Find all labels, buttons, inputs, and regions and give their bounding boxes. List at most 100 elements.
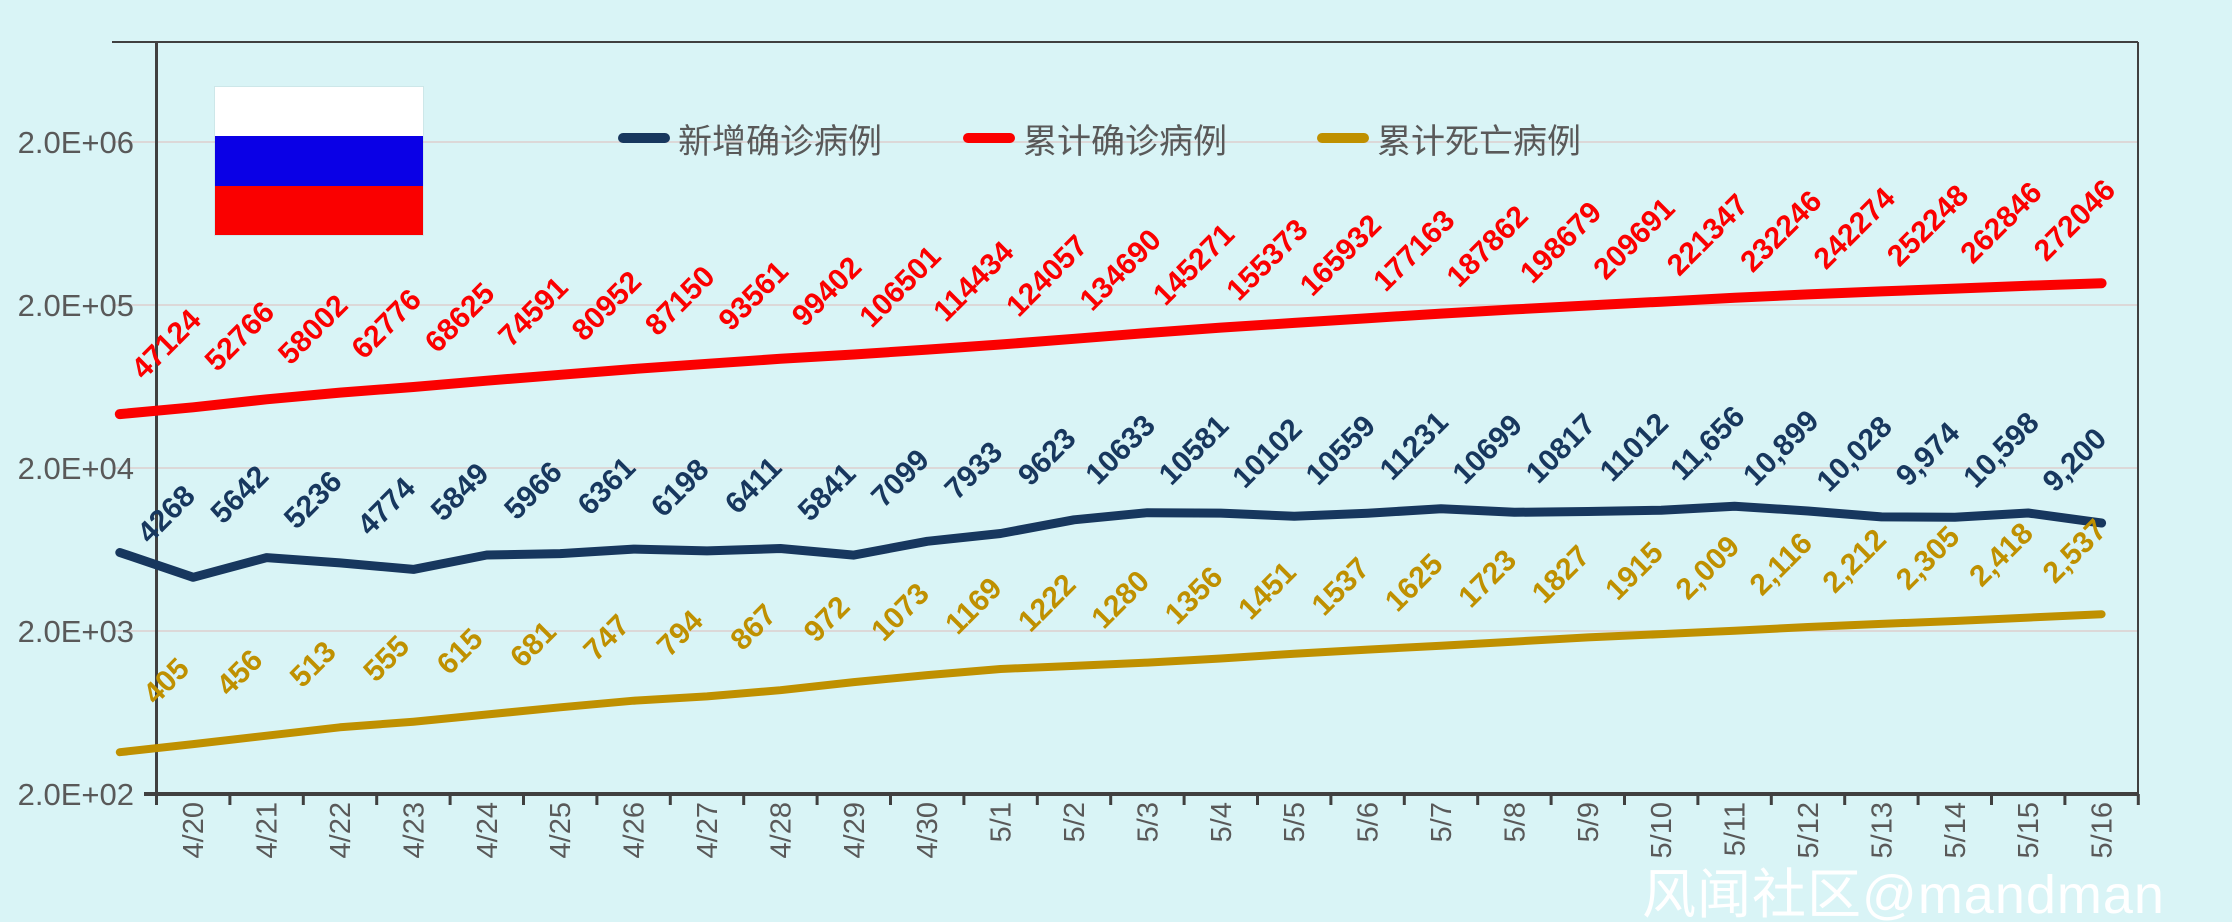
data-label-new-confirmed: 7933 <box>939 436 1010 507</box>
data-label-cumulative-deaths: 1915 <box>1599 536 1670 607</box>
data-label-new-confirmed: 9623 <box>1012 422 1083 493</box>
watermark-text: 风闻社区@mandman <box>1642 865 2165 922</box>
data-label-new-confirmed: 11231 <box>1374 406 1455 487</box>
data-label-new-confirmed: 9,974 <box>1890 416 1967 493</box>
x-axis-tick-label: 5/15 <box>2013 802 2045 858</box>
legend-line-swatch-new-confirmed <box>618 133 670 143</box>
data-label-new-confirmed: 5236 <box>278 465 349 536</box>
data-label-cumulative-confirmed: 165932 <box>1294 208 1388 302</box>
x-axis-tick-label: 5/8 <box>1499 802 1531 842</box>
data-label-cumulative-confirmed: 99402 <box>786 251 868 333</box>
x-axis-tick-label: 5/2 <box>1059 802 1091 842</box>
data-label-cumulative-deaths: 794 <box>651 604 710 663</box>
data-label-new-confirmed: 10,028 <box>1811 410 1899 498</box>
data-label-cumulative-deaths: 867 <box>724 598 783 657</box>
data-label-cumulative-confirmed: 62776 <box>346 283 428 365</box>
data-label-cumulative-deaths: 1280 <box>1085 565 1156 636</box>
data-label-cumulative-confirmed: 187862 <box>1441 200 1535 294</box>
data-label-cumulative-deaths: 1625 <box>1379 548 1450 619</box>
data-label-cumulative-confirmed: 272046 <box>2028 173 2122 267</box>
data-label-cumulative-confirmed: 58002 <box>272 289 354 371</box>
data-label-cumulative-confirmed: 177163 <box>1367 204 1461 298</box>
data-label-cumulative-deaths: 555 <box>357 630 416 689</box>
x-axis-tick-label: 5/9 <box>1573 802 1605 842</box>
data-label-new-confirmed: 11012 <box>1594 407 1675 488</box>
legend-line-swatch-cumulative-confirmed <box>963 133 1015 143</box>
data-label-cumulative-deaths: 1073 <box>865 577 936 648</box>
legend-item-cumulative-deaths: 累计死亡病例 <box>1317 119 1581 161</box>
data-label-new-confirmed: 9,200 <box>2037 422 2113 498</box>
series-line-cumulative-confirmed <box>114 278 2107 420</box>
data-label-new-confirmed: 10699 <box>1447 408 1529 490</box>
x-axis-tick-label: 4/22 <box>325 802 357 858</box>
data-label-cumulative-deaths: 1356 <box>1159 561 1230 632</box>
data-label-cumulative-deaths: 513 <box>284 635 343 694</box>
data-label-new-confirmed: 10559 <box>1300 409 1382 491</box>
data-label-new-confirmed: 6198 <box>645 453 716 524</box>
data-label-cumulative-deaths: 1827 <box>1526 539 1597 610</box>
data-label-new-confirmed: 10102 <box>1226 412 1308 494</box>
data-label-cumulative-confirmed: 134690 <box>1074 223 1168 317</box>
data-label-new-confirmed: 5642 <box>205 460 276 531</box>
data-label-cumulative-deaths: 1537 <box>1306 552 1377 623</box>
x-axis-tick-label: 5/11 <box>1720 802 1752 856</box>
y-axis-tick-label: 2.0E+02 <box>18 777 134 812</box>
russia-flag-blue-stripe <box>215 136 423 186</box>
x-axis-tick-label: 5/7 <box>1426 802 1458 842</box>
russia-flag-white-stripe <box>215 87 423 137</box>
russia-flag <box>215 87 423 235</box>
data-label-cumulative-confirmed: 47124 <box>125 303 208 386</box>
x-axis-tick-label: 5/10 <box>1646 802 1678 858</box>
data-label-new-confirmed: 10817 <box>1520 408 1602 490</box>
data-label-cumulative-confirmed: 198679 <box>1514 196 1608 290</box>
data-label-cumulative-deaths: 2,418 <box>1963 517 2039 593</box>
series-line-cumulative-deaths <box>115 610 2106 757</box>
russia-flag-red-stripe <box>215 185 423 235</box>
y-axis-tick-label: 2.0E+05 <box>18 288 134 323</box>
data-label-cumulative-confirmed: 106501 <box>853 240 947 334</box>
data-label-cumulative-deaths: 2,009 <box>1670 530 1746 606</box>
data-label-cumulative-confirmed: 114434 <box>927 235 1020 328</box>
data-label-cumulative-deaths: 972 <box>798 590 857 649</box>
x-axis-tick-label: 4/20 <box>178 802 210 858</box>
y-axis-tick-label: 2.0E+06 <box>18 125 134 160</box>
data-label-new-confirmed: 4774 <box>351 471 422 542</box>
data-label-cumulative-deaths: 2,116 <box>1744 527 1819 602</box>
data-label-new-confirmed: 11,656 <box>1664 400 1751 487</box>
x-axis-tick-label: 5/4 <box>1206 802 1238 842</box>
x-axis-tick-label: 4/26 <box>619 802 651 858</box>
data-label-cumulative-deaths: 2,212 <box>1816 523 1892 599</box>
legend-line-swatch-cumulative-deaths <box>1317 133 1369 143</box>
data-label-cumulative-confirmed: 262846 <box>1954 176 2048 270</box>
data-label-cumulative-confirmed: 242274 <box>1808 181 1902 275</box>
x-axis-tick-label: 4/21 <box>252 802 284 858</box>
x-axis-tick-label: 5/12 <box>1793 802 1825 858</box>
y-axis-tick-label: 2.0E+03 <box>18 614 134 649</box>
data-label-cumulative-confirmed: 209691 <box>1587 192 1681 286</box>
data-label-cumulative-confirmed: 52766 <box>199 295 281 377</box>
legend-label-cumulative-deaths: 累计死亡病例 <box>1377 122 1581 161</box>
x-axis-tick-label: 4/27 <box>692 802 724 858</box>
data-label-cumulative-confirmed: 80952 <box>566 265 648 347</box>
data-label-cumulative-deaths: 2,305 <box>1890 520 1966 596</box>
data-label-cumulative-confirmed: 93561 <box>713 255 795 337</box>
x-axis-tick-label: 5/3 <box>1132 802 1164 842</box>
data-label-cumulative-confirmed: 87150 <box>639 260 721 342</box>
legend-item-new-confirmed: 新增确诊病例 <box>618 119 882 161</box>
data-label-cumulative-deaths: 681 <box>504 615 563 674</box>
data-label-cumulative-confirmed: 221347 <box>1661 188 1755 282</box>
data-label-new-confirmed: 10633 <box>1080 409 1162 491</box>
x-axis-tick-label: 5/6 <box>1353 802 1385 842</box>
series-line-new-confirmed <box>115 501 2107 582</box>
data-label-new-confirmed: 6411 <box>719 451 788 520</box>
x-axis-tick-label: 4/23 <box>398 802 430 858</box>
data-label-cumulative-deaths: 747 <box>578 609 637 668</box>
legend-label-new-confirmed: 新增确诊病例 <box>678 122 882 161</box>
x-axis-tick-label: 5/13 <box>1866 802 1898 858</box>
data-label-cumulative-deaths: 1451 <box>1232 556 1303 627</box>
data-label-new-confirmed: 10581 <box>1153 409 1235 491</box>
x-axis-tick-label: 5/16 <box>2087 802 2119 858</box>
data-label-cumulative-confirmed: 232246 <box>1734 185 1828 279</box>
legend-item-cumulative-confirmed: 累计确诊病例 <box>963 119 1227 161</box>
